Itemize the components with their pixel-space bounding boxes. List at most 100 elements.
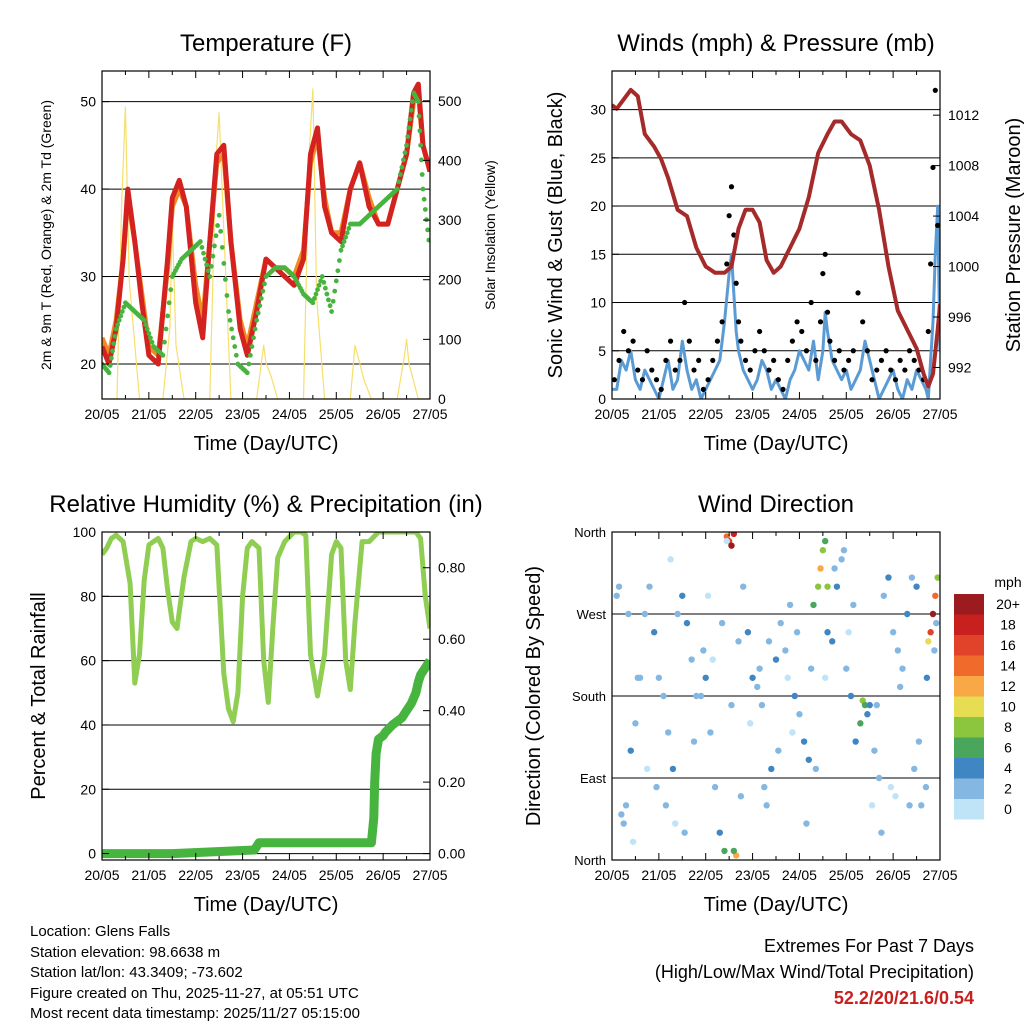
- direction-point: [892, 793, 899, 800]
- direction-point: [775, 747, 782, 754]
- dewpoint-point: [419, 172, 425, 177]
- colorbar-label: 16: [1000, 637, 1016, 653]
- gust-point: [883, 348, 889, 354]
- gust-point: [672, 367, 678, 373]
- direction-point: [843, 665, 850, 672]
- gust-point: [932, 87, 938, 93]
- dewpoint-point: [199, 244, 205, 250]
- gust-point: [735, 319, 742, 325]
- series-line-station-pressure: [612, 87, 940, 389]
- direction-point: [878, 829, 885, 836]
- dewpoint-point: [202, 256, 208, 262]
- dewpoint-point: [108, 355, 114, 361]
- y2-tick-label: 0.80: [438, 560, 465, 576]
- dewpoint-point: [163, 326, 169, 332]
- extremes-box: Extremes For Past 7 Days (High/Low/Max W…: [655, 933, 974, 1011]
- x-tick-label: 22/05: [688, 406, 723, 422]
- x-tick-label: 26/05: [876, 867, 911, 883]
- direction-point: [730, 532, 738, 538]
- direction-point: [784, 674, 791, 681]
- y-tick-label: 60: [80, 653, 96, 669]
- colorbar-swatch: [954, 758, 984, 779]
- direction-point: [922, 783, 930, 791]
- direction-point: [817, 565, 824, 572]
- direction-point: [646, 583, 653, 590]
- dewpoint-point: [319, 274, 325, 279]
- x-tick-label: 20/05: [84, 867, 119, 883]
- direction-point: [655, 674, 663, 681]
- gust-point: [911, 357, 917, 364]
- gust-point: [653, 377, 660, 383]
- gust-point: [700, 386, 706, 392]
- y2-tick-label: 0.60: [438, 631, 465, 647]
- colorbar-label: 12: [1000, 678, 1016, 694]
- x-tick-label: 23/05: [225, 406, 260, 422]
- direction-point: [852, 738, 859, 745]
- direction-point: [702, 674, 709, 681]
- x-tick-label: 21/05: [131, 406, 166, 422]
- direction-point: [679, 592, 686, 599]
- direction-point: [833, 583, 841, 590]
- y-tick-label: 20: [80, 356, 96, 372]
- dewpoint-point: [346, 226, 352, 231]
- y2-tick-label: 1000: [948, 259, 979, 275]
- direction-point: [885, 574, 892, 581]
- direction-point: [933, 619, 940, 627]
- y-tick-label: West: [577, 607, 607, 622]
- y2-axis-label: Solar Insolation (Yellow): [482, 160, 498, 310]
- x-tick-label: 24/05: [272, 867, 307, 883]
- x-tick-label: 23/05: [735, 406, 770, 422]
- direction-point: [615, 583, 623, 590]
- y2-axis-label: Station Pressure (Maroon): [1003, 118, 1024, 353]
- gust-point: [649, 367, 655, 373]
- gust-point: [888, 367, 894, 373]
- gust-point: [864, 348, 870, 354]
- dewpoint-point: [329, 309, 334, 314]
- x-tick-label: 21/05: [641, 406, 676, 422]
- x-tick-label: 26/05: [366, 406, 401, 422]
- dewpoint-point: [343, 234, 349, 240]
- dewpoint-point: [144, 326, 150, 332]
- direction-point: [667, 556, 674, 563]
- gust-point: [850, 348, 856, 354]
- dewpoint-point: [247, 352, 253, 358]
- gust-point: [808, 299, 814, 306]
- extremes-values: 52.2/20/21.6/0.54: [833, 988, 974, 1008]
- dewpoint-point: [394, 186, 400, 192]
- y2-tick-label: 1008: [948, 158, 979, 174]
- direction-point: [931, 647, 938, 654]
- dewpoint-point: [230, 335, 236, 341]
- dewpoint-point: [417, 128, 423, 134]
- y-tick-label: 20: [590, 198, 606, 214]
- dewpoint-point: [115, 322, 121, 328]
- dewpoint-point: [257, 303, 263, 309]
- direction-point: [622, 802, 630, 809]
- station-info: Location: Glens Falls Station elevation:…: [30, 922, 360, 1025]
- colorbar-label: 14: [1000, 658, 1016, 674]
- dewpoint-point: [419, 157, 424, 163]
- dewpoint-point: [112, 333, 118, 339]
- dewpoint-point: [410, 99, 415, 105]
- panel-title: Wind Direction: [698, 491, 854, 518]
- colorbar-label: 8: [1004, 719, 1012, 735]
- direction-point: [915, 738, 923, 745]
- gust-point: [799, 328, 805, 335]
- dewpoint-point: [221, 261, 227, 266]
- gust-point: [930, 164, 936, 171]
- y-tick-label: 100: [73, 524, 97, 540]
- dewpoint-point: [337, 258, 342, 263]
- gust-point: [691, 367, 697, 373]
- y-tick-label: 5: [598, 343, 606, 359]
- dewpoint-point: [326, 297, 331, 303]
- direction-point: [627, 747, 634, 754]
- x-axis-label: Time (Day/UTC): [704, 433, 849, 455]
- direction-point: [728, 701, 735, 709]
- dewpoint-point: [141, 317, 147, 323]
- direction-point: [749, 674, 756, 681]
- x-tick-label: 24/05: [782, 867, 817, 883]
- x-tick-label: 20/05: [594, 867, 629, 883]
- direction-point: [810, 601, 817, 609]
- y2-tick-label: 992: [948, 359, 972, 375]
- y2-tick-label: 100: [438, 331, 462, 347]
- gust-point: [728, 184, 735, 190]
